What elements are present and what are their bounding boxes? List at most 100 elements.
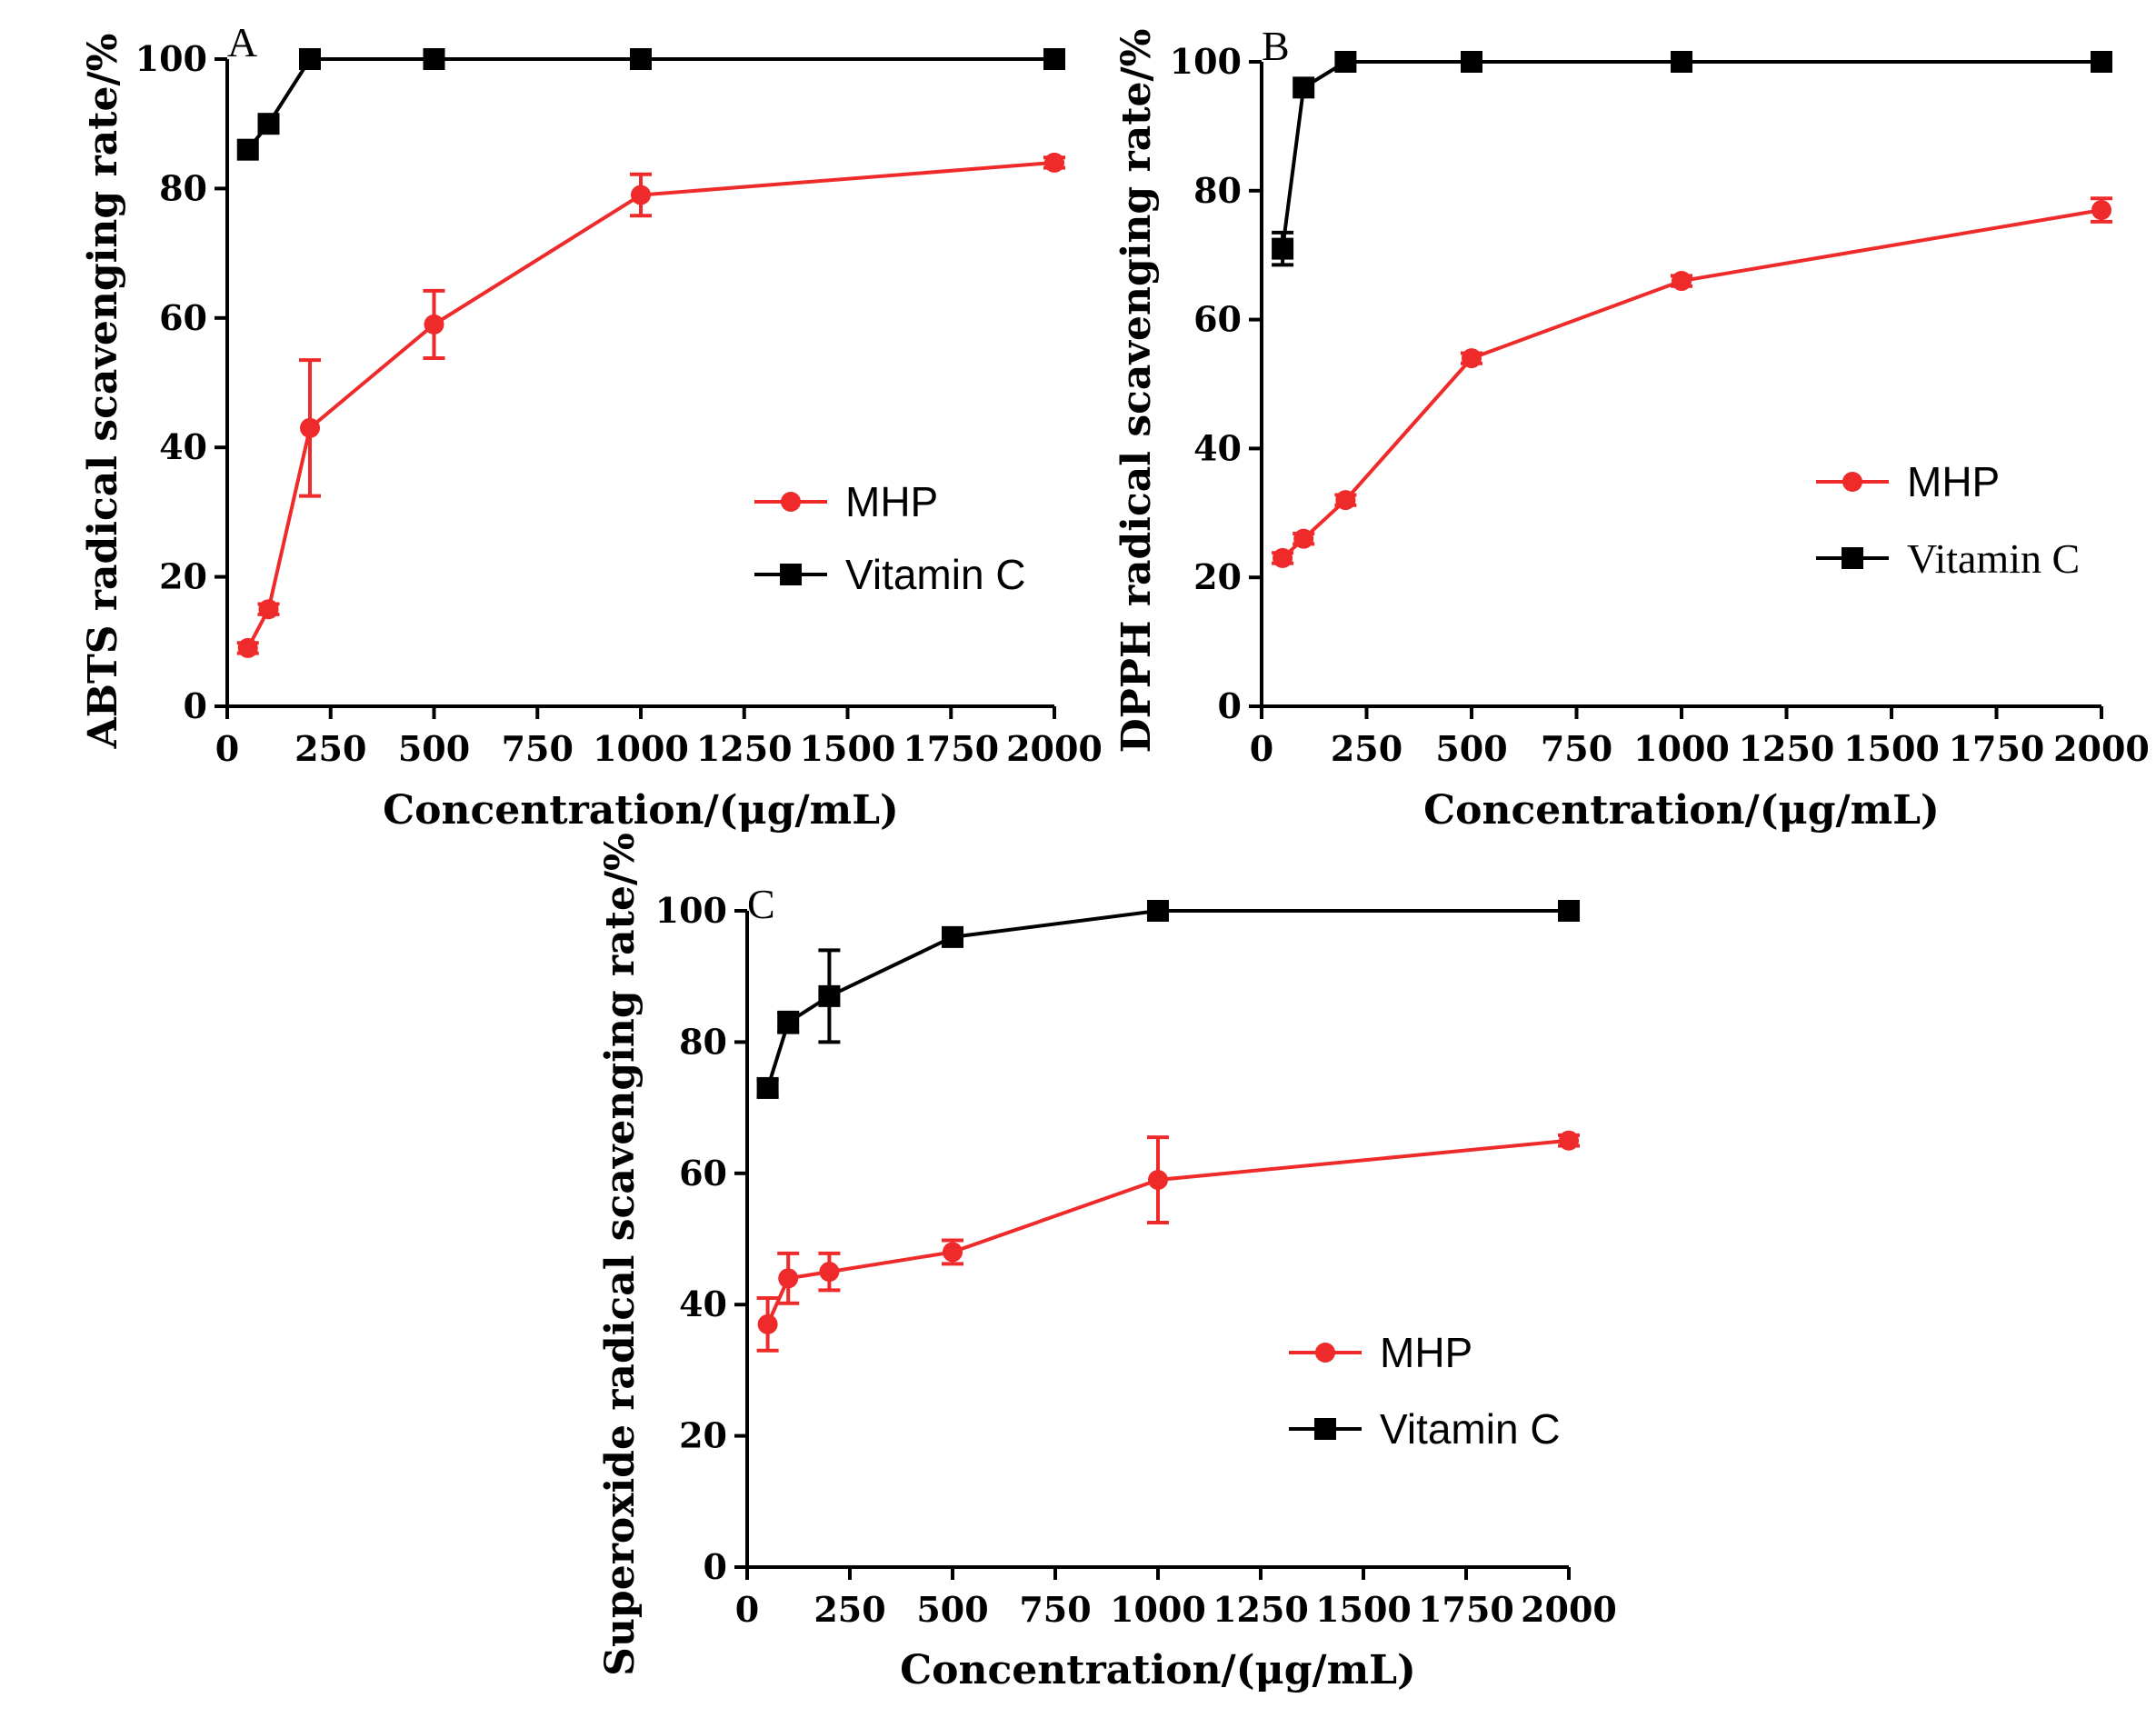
- y-axis-title-c: Superoxide radical scavenging rate/%: [597, 833, 644, 1676]
- x-tick-label-c: 250: [813, 1589, 885, 1630]
- legend-marker-vitamin-c-b: [1842, 547, 1863, 569]
- series-line-vitamin-c-a: [246, 57, 1054, 151]
- x-tick-label-a: 1750: [903, 728, 999, 769]
- x-tick-label-b: 500: [1435, 728, 1507, 769]
- legend-label-mhp-c: MHP: [1380, 1329, 1472, 1376]
- point-mhp-c: [943, 1242, 963, 1263]
- legend-marker-vitamin-c-a: [780, 564, 802, 585]
- x-tick-label-b: 750: [1541, 728, 1612, 769]
- series-line-mhp-c: [765, 1138, 1570, 1325]
- x-tick-label-b: 2000: [2053, 728, 2150, 769]
- panel-label-b: B: [1262, 23, 1290, 69]
- y-axis-title-a: ABTS radical scavenging rate/%: [80, 34, 126, 750]
- legend-marker-mhp-b: [1842, 472, 1862, 492]
- y-tick-label-c: 60: [679, 1153, 727, 1194]
- y-tick-label-a: 20: [159, 556, 207, 597]
- point-vitamin-c-a: [236, 138, 259, 161]
- y-tick-label-c: 40: [679, 1284, 727, 1324]
- x-tick-label-a: 1000: [593, 728, 689, 769]
- point-mhp-b: [2091, 200, 2111, 221]
- x-tick-label-c: 750: [1019, 1589, 1091, 1630]
- point-mhp-b: [1293, 528, 1314, 549]
- x-tick-label-a: 250: [294, 728, 366, 769]
- y-tick-label-c: 20: [679, 1415, 727, 1456]
- point-mhp-b: [1335, 490, 1356, 511]
- y-tick-label-c: 80: [679, 1021, 727, 1062]
- point-vitamin-c-b: [1461, 51, 1482, 73]
- series-line-mhp-b: [1281, 208, 2102, 560]
- legend-label-vitamin-c-a: Vitamin C: [845, 551, 1026, 598]
- point-vitamin-c-c: [942, 925, 963, 948]
- x-tick-label-b: 1250: [1739, 728, 1835, 769]
- y-tick-label-b: 40: [1193, 427, 1242, 468]
- y-axis-title-b: DPPH radical scavenging rate/%: [1113, 29, 1160, 754]
- point-mhp-b: [1672, 271, 1692, 292]
- point-mhp-b: [1273, 547, 1293, 568]
- point-mhp-a: [1044, 152, 1064, 173]
- point-vitamin-c-b: [2091, 51, 2112, 73]
- x-tick-label-c: 2000: [1521, 1589, 1617, 1630]
- series-line-vitamin-c-c: [765, 909, 1569, 1089]
- legend-label-vitamin-c-b: Vitamin C: [1907, 535, 2080, 582]
- point-vitamin-c-c: [777, 1011, 800, 1034]
- x-tick-label-b: 1500: [1843, 728, 1940, 769]
- legend-label-mhp-a: MHP: [845, 478, 938, 525]
- y-tick-label-b: 100: [1170, 41, 1242, 82]
- point-vitamin-c-c: [1558, 900, 1580, 922]
- x-tick-label-a: 1250: [696, 728, 793, 769]
- x-tick-label-c: 1750: [1418, 1589, 1514, 1630]
- y-tick-label-a: 100: [135, 38, 207, 79]
- point-vitamin-c-b: [1293, 76, 1315, 99]
- point-vitamin-c-a: [1043, 48, 1065, 70]
- x-tick-label-a: 0: [215, 728, 239, 769]
- legend-label-vitamin-c-c: Vitamin C: [1380, 1405, 1561, 1453]
- legend-marker-mhp-a: [781, 492, 801, 512]
- panel-label-c: C: [747, 881, 775, 927]
- panel-label-a: A: [227, 19, 257, 65]
- x-tick-label-a: 2000: [1006, 728, 1103, 769]
- x-tick-label-b: 250: [1331, 728, 1402, 769]
- x-tick-label-a: 750: [502, 728, 574, 769]
- legend-label-mhp-b: MHP: [1907, 458, 2000, 505]
- y-tick-label-a: 40: [159, 426, 207, 467]
- point-mhp-c: [1148, 1170, 1168, 1191]
- x-tick-label-b: 0: [1250, 728, 1273, 769]
- x-tick-label-c: 500: [916, 1589, 988, 1630]
- x-axis-title-c: Concentration/(μg/mL): [900, 1647, 1416, 1693]
- legend-marker-mhp-c: [1315, 1343, 1335, 1363]
- y-tick-label-b: 60: [1193, 299, 1242, 340]
- legend-marker-vitamin-c-c: [1314, 1418, 1336, 1440]
- x-axis-title-b: Concentration/(μg/mL): [1423, 787, 1940, 834]
- point-vitamin-c-c: [818, 984, 841, 1007]
- point-mhp-c: [778, 1268, 799, 1289]
- y-tick-label-b: 80: [1193, 170, 1242, 211]
- x-tick-label-b: 1750: [1949, 728, 2045, 769]
- point-mhp-c: [757, 1313, 778, 1334]
- point-vitamin-c-b: [1671, 51, 1692, 73]
- y-tick-label-a: 80: [159, 167, 207, 208]
- y-tick-label-c: 100: [655, 890, 727, 931]
- point-mhp-a: [237, 637, 258, 658]
- point-mhp-c: [1559, 1130, 1579, 1151]
- point-vitamin-c-c: [756, 1076, 779, 1099]
- y-tick-label-c: 0: [704, 1546, 727, 1587]
- series-line-vitamin-c-b: [1281, 60, 2101, 249]
- x-axis-title-a: Concentration/(μg/mL): [383, 787, 899, 834]
- point-vitamin-c-b: [1272, 237, 1294, 260]
- x-tick-label-c: 1000: [1110, 1589, 1206, 1630]
- point-vitamin-c-a: [630, 48, 652, 70]
- x-tick-label-c: 1250: [1213, 1589, 1309, 1630]
- point-mhp-b: [1462, 348, 1482, 369]
- x-tick-label-b: 1000: [1633, 728, 1730, 769]
- x-tick-label-c: 1500: [1315, 1589, 1412, 1630]
- point-vitamin-c-a: [257, 113, 280, 135]
- point-mhp-c: [819, 1262, 840, 1283]
- point-vitamin-c-c: [1147, 900, 1169, 922]
- y-tick-label-b: 0: [1218, 685, 1242, 726]
- point-mhp-a: [631, 185, 651, 205]
- x-tick-label-a: 1500: [800, 728, 896, 769]
